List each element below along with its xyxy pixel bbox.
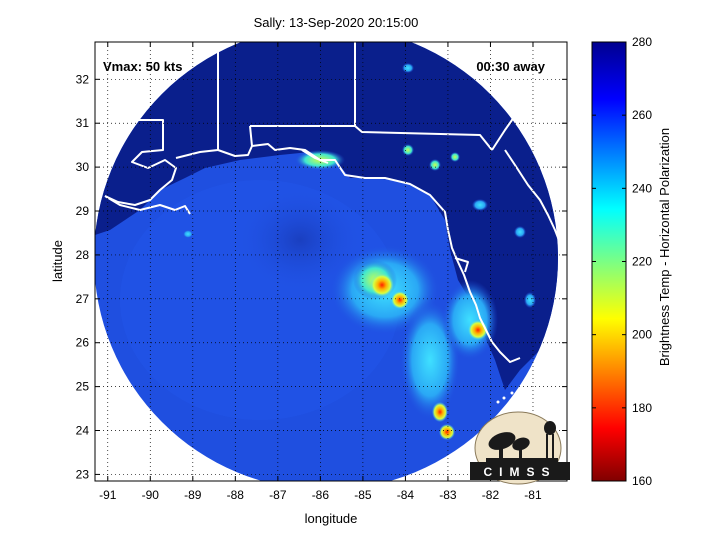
y-tick-label: 29 bbox=[76, 204, 90, 218]
y-tick-label: 26 bbox=[76, 336, 90, 350]
map-layer bbox=[95, 42, 567, 481]
x-tick-label: -89 bbox=[184, 488, 202, 502]
x-tick-label: -81 bbox=[524, 488, 542, 502]
y-axis-label: latitude bbox=[50, 240, 65, 282]
cimss-logo-text: CIMSS bbox=[483, 465, 556, 479]
x-axis: -91 -90 -89 -88 -87 -86 -85 -84 -83 -82 -81 bbox=[99, 42, 542, 502]
x-tick-label: -91 bbox=[99, 488, 117, 502]
x-tick-label: -87 bbox=[269, 488, 287, 502]
swath-disk bbox=[95, 42, 558, 481]
x-tick-label: -90 bbox=[142, 488, 160, 502]
colorbar-tick-label: 220 bbox=[632, 255, 652, 269]
keys-islands bbox=[496, 378, 538, 404]
x-tick-label: -88 bbox=[227, 488, 245, 502]
y-tick-label: 23 bbox=[76, 467, 90, 481]
grid bbox=[95, 42, 567, 481]
y-tick-label: 25 bbox=[76, 380, 90, 394]
y-tick-label: 30 bbox=[76, 160, 90, 174]
time-away-annotation: 00:30 away bbox=[476, 59, 545, 74]
colorbar-tick-label: 240 bbox=[632, 181, 652, 195]
figure-title: Sally: 13-Sep-2020 20:15:00 bbox=[254, 15, 419, 30]
y-tick-label: 31 bbox=[76, 116, 90, 130]
x-tick-label: -85 bbox=[354, 488, 372, 502]
vmax-annotation: Vmax: 50 kts bbox=[103, 59, 183, 74]
x-tick-label: -84 bbox=[397, 488, 415, 502]
colorbar-tick-label: 200 bbox=[632, 328, 652, 342]
colorbar-tick-label: 260 bbox=[632, 108, 652, 122]
y-tick-label: 28 bbox=[76, 248, 90, 262]
y-tick-label: 27 bbox=[76, 292, 90, 306]
logo-dish-icon bbox=[486, 421, 558, 462]
land-region bbox=[95, 42, 558, 390]
x-tick-label: -82 bbox=[482, 488, 500, 502]
y-tick-label: 32 bbox=[76, 72, 90, 86]
colorbar-tick-label: 180 bbox=[632, 401, 652, 415]
y-tick-label: 24 bbox=[76, 424, 90, 438]
plot-frame bbox=[94, 41, 568, 482]
y-axis: 32 31 30 29 28 27 26 25 24 23 bbox=[76, 72, 567, 481]
colorbar-label: Brightness Temp - Horizontal Polarizatio… bbox=[657, 128, 672, 366]
x-axis-label: longitude bbox=[305, 511, 358, 526]
x-tick-label: -83 bbox=[439, 488, 457, 502]
x-tick-label: -86 bbox=[312, 488, 330, 502]
colorbar-ticks: 280 260 240 220 200 180 160 bbox=[592, 35, 652, 488]
colorbar bbox=[591, 41, 627, 482]
colorbar-tick-label: 160 bbox=[632, 474, 652, 488]
coastline bbox=[95, 42, 567, 363]
colorbar-tick-label: 280 bbox=[632, 35, 652, 49]
cimss-logo: CIMSS bbox=[470, 411, 570, 485]
